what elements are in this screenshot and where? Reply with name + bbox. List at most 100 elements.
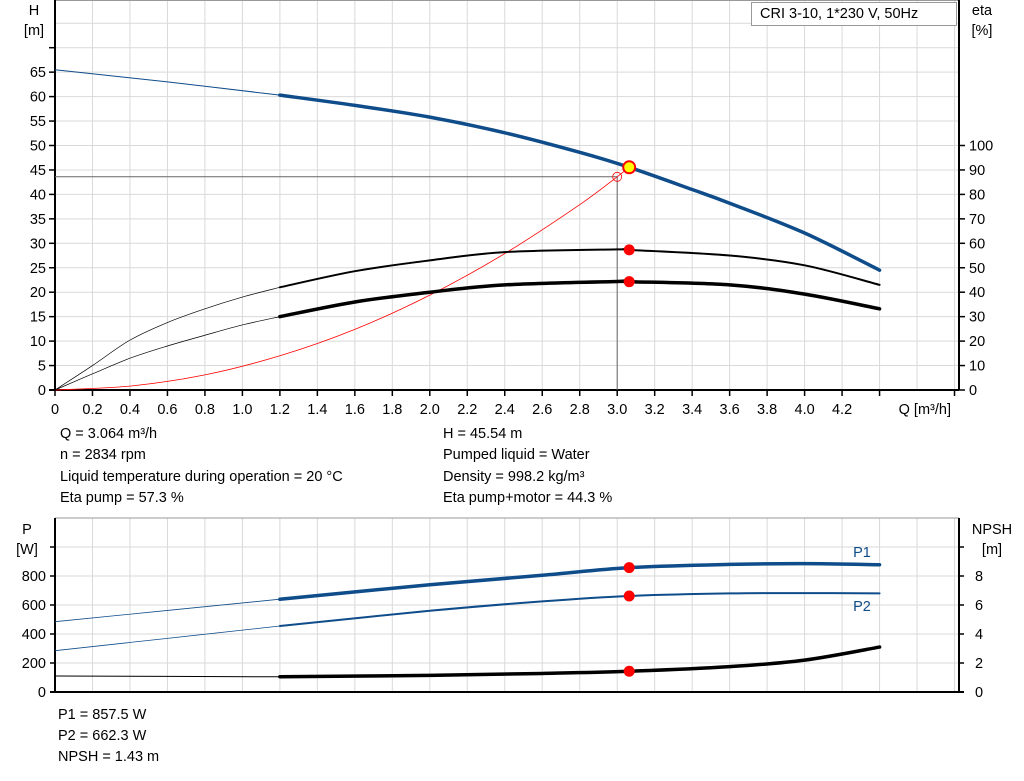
x-tick-label: 0.4	[120, 402, 140, 418]
y2-tick-label: 50	[969, 261, 985, 277]
y-tick-label: 200	[22, 656, 46, 672]
y2-tick-label: 80	[969, 187, 985, 203]
x-tick-label: 4.2	[832, 402, 852, 418]
y-tick-label: 50	[30, 139, 46, 155]
p2-label: P2	[853, 599, 871, 615]
y2-tick-label: 8	[975, 569, 983, 585]
y-axis-label: [W]	[16, 542, 38, 558]
eta-pump-marker	[623, 244, 635, 256]
p1-curve-thin	[54, 598, 280, 623]
x-tick-label: 1.8	[382, 402, 402, 418]
x-tick-label: 0.8	[195, 402, 215, 418]
x-tick-label: 1.6	[345, 402, 365, 418]
y-axis-label: P	[22, 522, 32, 538]
y2-tick-label: 100	[969, 139, 993, 155]
p1-label: P1	[853, 545, 871, 561]
x-tick-label: 2.8	[570, 402, 590, 418]
eta-pump-curve	[278, 248, 881, 289]
y-tick-label: 45	[30, 163, 46, 179]
x-tick-label: 0	[51, 402, 59, 418]
y-tick-label: 65	[30, 65, 46, 81]
legend-box: CRI 3-10, 1*230 V, 50Hz	[751, 2, 957, 26]
info-density: Density = 998.2 kg/m³	[443, 469, 585, 485]
y-tick-label: 0	[38, 383, 46, 399]
info-eta-pump: Eta pump = 57.3 %	[60, 490, 184, 506]
x-tick-label: 3.6	[720, 402, 740, 418]
x-tick-label: 3.8	[757, 402, 777, 418]
info-eta-pump-motor: Eta pump+motor = 44.3 %	[443, 490, 613, 506]
x-tick-label: 3.2	[645, 402, 665, 418]
p2-curve	[278, 592, 881, 628]
y2-tick-label: 0	[969, 383, 977, 399]
x-tick-label: 0.6	[157, 402, 177, 418]
p1-marker	[623, 562, 635, 574]
y-tick-label: 60	[30, 90, 46, 106]
y2-axis-label: NPSH	[972, 522, 1012, 538]
y2-tick-label: 4	[975, 627, 983, 643]
x-tick-label: 4.0	[795, 402, 815, 418]
info-p1: P1 = 857.5 W	[58, 707, 147, 723]
info-liquid: Pumped liquid = Water	[443, 447, 590, 463]
y-tick-label: 35	[30, 212, 46, 228]
eta-pump-curve-thin	[54, 286, 280, 391]
y2-tick-label: 60	[969, 236, 985, 252]
y-tick-label: 20	[30, 285, 46, 301]
y2-axis-label: [%]	[972, 23, 993, 39]
y2-tick-label: 70	[969, 212, 985, 228]
eta-pump-motor-marker	[623, 276, 635, 288]
system-curve	[54, 176, 618, 391]
x-tick-label: 1.0	[232, 402, 252, 418]
y2-axis-label: [m]	[982, 542, 1002, 558]
npsh-curve-thin	[54, 675, 280, 678]
x-tick-label: 0.2	[82, 402, 102, 418]
eta-pump-motor-curve	[278, 279, 882, 319]
info-p2: P2 = 662.3 W	[58, 728, 147, 744]
y-tick-label: 10	[30, 334, 46, 350]
p2-marker	[623, 590, 635, 602]
y-tick-label: 600	[22, 598, 46, 614]
x-tick-label: 2.4	[495, 402, 515, 418]
y2-tick-label: 6	[975, 598, 983, 614]
eta-pump-motor-curve-thin	[54, 316, 280, 391]
y2-tick-label: 2	[975, 656, 983, 672]
y-tick-label: 55	[30, 114, 46, 130]
info-q: Q = 3.064 m³/h	[60, 426, 158, 442]
y2-tick-label: 90	[969, 163, 985, 179]
x-tick-label: 1.2	[270, 402, 290, 418]
y-tick-label: 0	[38, 685, 46, 701]
y-tick-label: 40	[30, 187, 46, 203]
y2-tick-label: 30	[969, 310, 985, 326]
y-tick-label: 400	[22, 627, 46, 643]
x-tick-label: 3.4	[682, 402, 702, 418]
y-tick-label: 30	[30, 236, 46, 252]
y2-tick-label: 40	[969, 285, 985, 301]
x-axis-label: Q [m³/h]	[899, 402, 951, 418]
info-n: n = 2834 rpm	[60, 447, 146, 463]
y2-tick-label: 20	[969, 334, 985, 350]
y-tick-label: 15	[30, 310, 46, 326]
info-npsh: NPSH = 1.43 m	[58, 749, 160, 765]
y-axis-label: [m]	[24, 23, 44, 39]
y-tick-label: 25	[30, 261, 46, 277]
p1-curve	[278, 561, 882, 601]
npsh-curve	[278, 645, 882, 679]
y2-tick-label: 10	[969, 359, 985, 375]
y-tick-label: 5	[38, 359, 46, 375]
x-tick-label: 2.6	[532, 402, 552, 418]
x-tick-label: 2.2	[457, 402, 477, 418]
head-curve	[278, 93, 882, 272]
x-tick-label: 1.4	[307, 402, 327, 418]
duty-point-marker	[622, 160, 637, 175]
head-curve-thin	[54, 69, 280, 96]
y2-tick-label: 0	[975, 685, 983, 701]
y-axis-label: H	[29, 3, 39, 19]
system-point-marker	[612, 171, 623, 182]
info-temp: Liquid temperature during operation = 20…	[60, 469, 343, 485]
y-tick-label: 800	[22, 569, 46, 585]
p2-curve-thin	[54, 625, 280, 652]
x-tick-label: 3.0	[607, 402, 627, 418]
info-h: H = 45.54 m	[443, 426, 523, 442]
x-tick-label: 2.0	[420, 402, 440, 418]
y2-axis-label: eta	[972, 3, 993, 19]
